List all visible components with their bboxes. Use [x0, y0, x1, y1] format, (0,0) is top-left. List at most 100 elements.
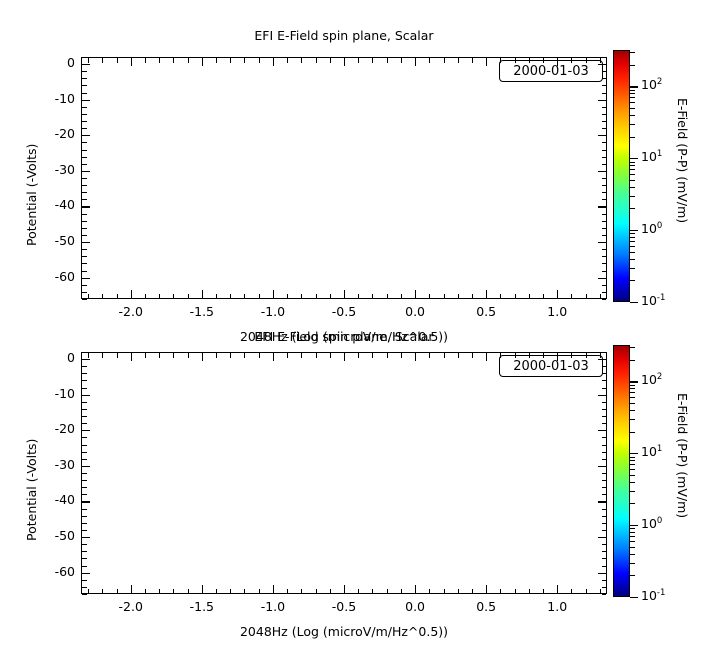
panel-bottom-y-major-tick — [82, 465, 90, 468]
panel-bottom-y-major-tick-right — [598, 572, 606, 574]
panel-top-x-minor-tick — [144, 293, 146, 298]
panel-top-y-tick-label: -60 — [54, 268, 75, 284]
panel-bottom-y-minor-tick-right — [601, 437, 606, 439]
panel-bottom-x-major-tick-top — [486, 353, 488, 361]
panel-bottom-x-minor-tick-top — [88, 353, 90, 358]
panel-top-x-minor-tick — [599, 293, 601, 298]
colorbar-bottom-tick-label: 101 — [641, 444, 663, 460]
panel-bottom-y-minor-tick-right — [601, 551, 606, 553]
panel-bottom-y-major-tick-right — [598, 430, 606, 432]
panel-bottom-plot-area[interactable] — [81, 352, 607, 594]
colorbar-bottom-minor-tick — [630, 532, 635, 534]
colorbar-bottom-minor-tick — [630, 359, 635, 361]
panel-bottom-x-minor-tick-top — [543, 353, 545, 358]
panel-bottom-y-minor-tick — [82, 352, 87, 353]
colorbar-top[interactable] — [613, 50, 630, 302]
panel-bottom-x-minor-tick — [372, 588, 374, 593]
colorbar-top-minor-tick — [630, 165, 635, 167]
panel-bottom-legend-label: 2000-01-03 — [513, 358, 589, 374]
panel-bottom-x-minor-tick-top — [116, 353, 118, 358]
panel-bottom-x-tick-label: -0.5 — [331, 599, 357, 614]
panel-top-x-minor-tick-top — [571, 58, 573, 63]
colorbar-top-minor-tick — [630, 64, 635, 66]
panel-bottom-x-minor-tick-top — [429, 353, 431, 358]
colorbar-top-minor-tick — [630, 102, 635, 104]
panel-top-y-minor-tick — [82, 263, 87, 265]
panel-bottom-y-minor-tick-right — [601, 387, 606, 389]
panel-top-y-tick-label: -40 — [54, 197, 75, 213]
panel-bottom-x-minor-tick — [358, 588, 360, 593]
panel-bottom-x-minor-tick-top — [457, 353, 459, 358]
panel-bottom-x-minor-tick-top — [386, 353, 388, 358]
panel-bottom-x-tick-label: -2.0 — [118, 599, 143, 614]
panel-top-plot-area[interactable] — [81, 57, 607, 299]
panel-bottom-x-minor-tick-top — [287, 353, 289, 358]
panel-top-y-minor-tick — [82, 213, 87, 215]
panel-bottom-x-minor-tick-top — [571, 353, 573, 358]
panel-top-x-minor-tick — [258, 293, 260, 298]
panel-top-y-major-tick — [82, 242, 90, 244]
panel-bottom-y-tick-label: -40 — [54, 492, 75, 508]
colorbar-bottom-minor-tick — [630, 402, 635, 404]
panel-bottom-x-minor-tick — [457, 588, 459, 593]
panel-top-x-tick-label: -2.0 — [118, 304, 143, 319]
panel-top-y-minor-tick — [82, 220, 87, 222]
panel-bottom-y-minor-tick-right — [601, 366, 606, 368]
panel-bottom-y-minor-tick-right — [601, 522, 606, 524]
panel-top-y-minor-tick — [82, 185, 87, 187]
panel-bottom-x-major-tick — [557, 585, 559, 593]
panel-top-x-minor-tick — [443, 293, 445, 298]
panel-bottom-y-minor-tick — [82, 551, 87, 553]
panel-top-x-minor-tick-top — [315, 58, 317, 63]
panel-top-x-minor-tick-top — [386, 58, 388, 63]
colorbar-bottom[interactable] — [613, 345, 630, 597]
panel-bottom-x-minor-tick-top — [102, 353, 104, 358]
panel-top-x-minor-tick — [244, 293, 246, 298]
panel-top-x-minor-tick — [471, 293, 473, 298]
panel-top-x-minor-tick-top — [400, 58, 402, 63]
panel-top-legend[interactable]: 2000-01-03 — [499, 60, 603, 82]
colorbar-bottom-minor-tick — [630, 392, 635, 394]
panel-top-x-tick-label: -1.0 — [260, 304, 286, 319]
panel-top-y-minor-tick-right — [601, 92, 606, 94]
panel-bottom-x-minor-tick — [216, 588, 218, 593]
panel-top-x-minor-tick-top — [116, 58, 118, 63]
panel-bottom-y-tick-label: -30 — [54, 456, 75, 472]
colorbar-bottom-major-tick — [630, 525, 638, 527]
panel-top-x-minor-tick-top — [102, 58, 104, 63]
panel-bottom-y-minor-tick-right — [601, 408, 606, 410]
colorbar-top-minor-tick — [630, 179, 635, 181]
panel-bottom-x-tick-label: -1.0 — [260, 599, 286, 614]
panel-top-x-axis-label: 2048Hz (Log (microV/m/Hz^0.5)) — [239, 329, 449, 344]
colorbar-bottom-minor-tick — [630, 474, 635, 476]
panel-bottom-x-minor-tick — [514, 588, 516, 593]
panel-top-x-minor-tick-top — [244, 58, 246, 63]
panel-bottom-y-minor-tick — [82, 451, 87, 453]
panel-bottom-x-major-tick — [130, 585, 132, 593]
panel-top-y-minor-tick-right — [601, 192, 606, 194]
colorbar-bottom-minor-tick — [630, 536, 635, 538]
panel-top-y-minor-tick-right — [601, 106, 606, 108]
panel-top-y-major-tick — [82, 277, 90, 279]
panel-bottom-x-minor-tick — [400, 588, 402, 593]
panel-top-x-minor-tick — [543, 293, 545, 298]
panel-bottom-y-minor-tick-right — [601, 508, 606, 510]
colorbar-top-tick-label: 102 — [641, 77, 663, 93]
panel-top-y-minor-tick — [82, 121, 87, 123]
panel-bottom-x-major-tick-top — [201, 353, 204, 361]
panel-top-x-minor-tick — [358, 293, 360, 298]
panel-bottom-y-minor-tick — [82, 579, 87, 581]
panel-bottom-legend[interactable]: 2000-01-03 — [499, 355, 603, 377]
panel-bottom-x-minor-tick — [585, 588, 587, 593]
colorbar-top-minor-tick — [630, 107, 635, 109]
panel-top-x-minor-tick — [585, 293, 587, 298]
colorbar-bottom-minor-tick — [630, 503, 635, 505]
panel-bottom-y-tick-label: -60 — [54, 563, 75, 579]
panel-bottom-x-major-tick — [486, 585, 488, 593]
panel-top-y-minor-tick-right — [601, 113, 606, 115]
panel-top-x-minor-tick — [571, 293, 573, 298]
panel-bottom-x-minor-tick-top — [144, 353, 146, 358]
panel-top-x-minor-tick — [287, 293, 289, 298]
panel-bottom-x-minor-tick — [102, 588, 104, 593]
panel-top-x-minor-tick-top — [159, 58, 161, 63]
